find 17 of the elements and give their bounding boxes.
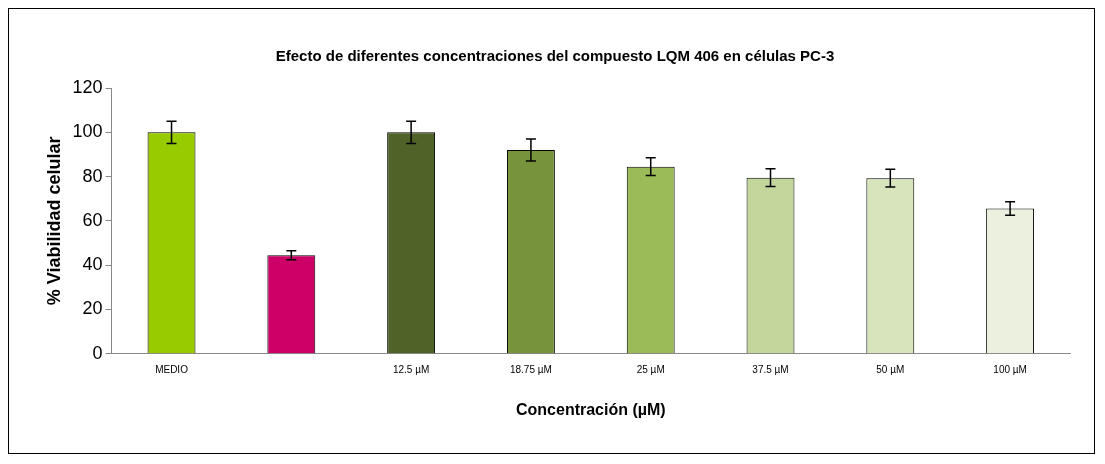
- x-tick-label: 50 µM: [876, 363, 905, 375]
- x-tick-label: 25 µM: [636, 363, 665, 375]
- x-tick-label: 18.75 µM: [509, 363, 552, 375]
- x-tick-label: 100 µM: [993, 363, 1027, 375]
- chart-title: Efecto de diferentes concentraciones del compuesto LQM 406 en células PC-3: [275, 47, 835, 65]
- y-tick-label: 20: [82, 298, 103, 319]
- y-tick-label: 40: [82, 254, 103, 275]
- y-axis-title: % Viabilidad celular: [43, 136, 64, 306]
- x-axis-title: Concentración (µM): [515, 400, 666, 418]
- y-tick-label: 100: [72, 121, 103, 142]
- x-tick-label: 37.5 µM: [752, 363, 789, 375]
- x-tick-label: 12.5 µM: [392, 363, 430, 375]
- y-tick-label: 0: [92, 342, 103, 363]
- y-tick-label: 60: [82, 209, 103, 230]
- y-tick-label: 80: [82, 165, 103, 186]
- y-tick-label: 120: [72, 76, 103, 97]
- x-tick-label: MEDIO: [155, 363, 189, 375]
